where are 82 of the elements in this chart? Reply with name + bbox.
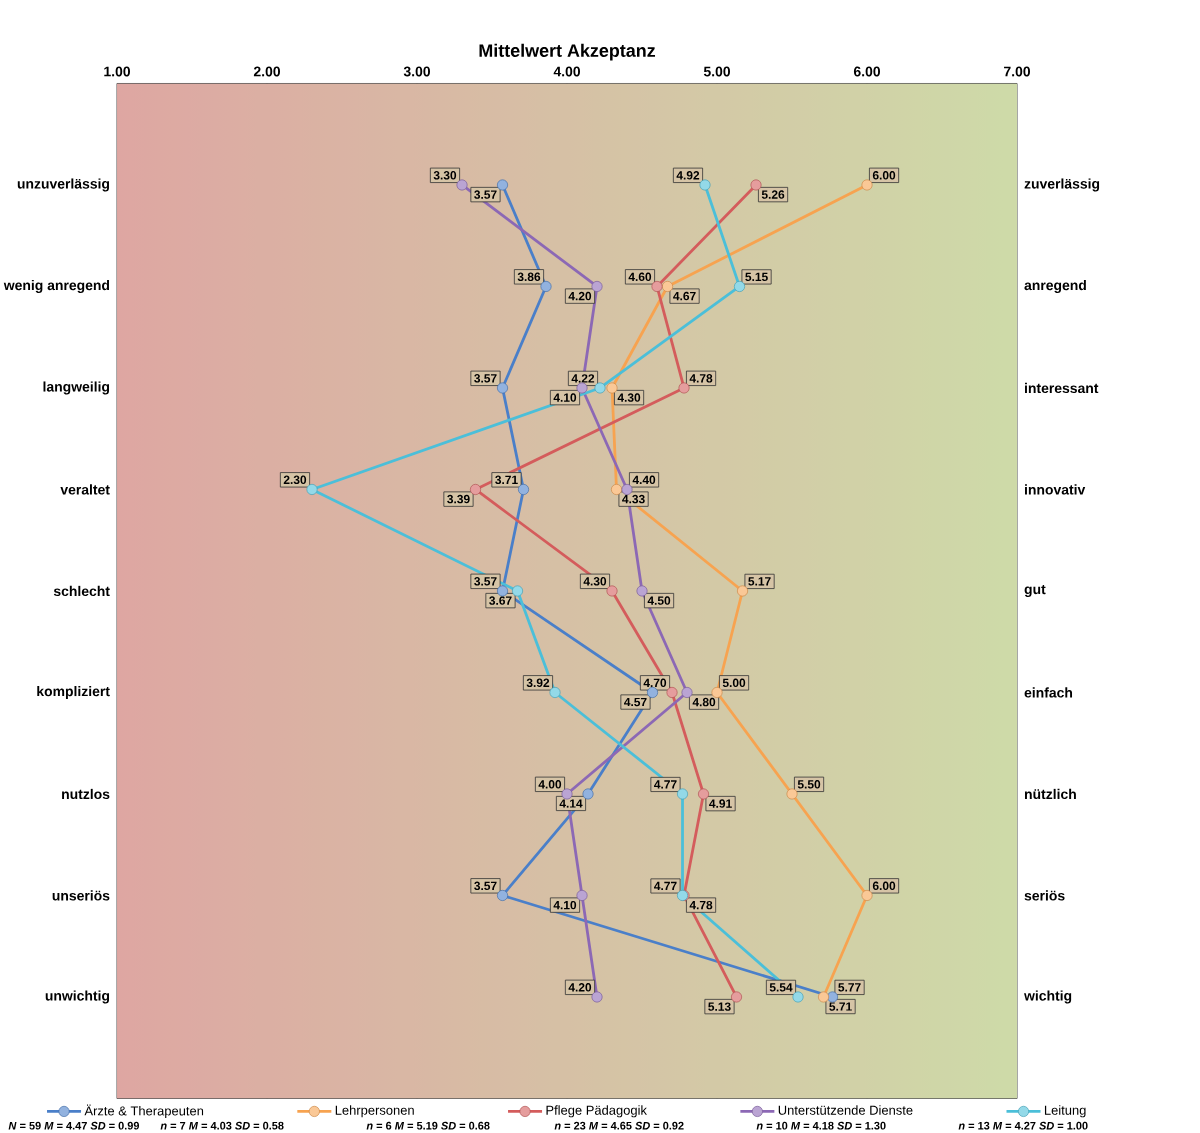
y-tick-label: schlecht [53,585,110,597]
y-tick-label: kompliziert [37,685,110,699]
legend-label: Pflege Pädagogik [546,1105,647,1118]
x-tick-label: 1.00 [104,66,131,77]
data-label: 3.30 [433,171,457,180]
data-label: 4.20 [568,291,592,301]
data-label: 5.50 [797,780,821,789]
data-label: 4.67 [673,291,696,301]
data-label: 4.77 [654,780,677,789]
data-label: 2.30 [283,475,307,485]
data-label: 4.78 [689,900,713,910]
data-label: 4.40 [632,475,656,485]
data-label: 5.54 [769,983,793,992]
x-tick-label: 2.00 [253,66,281,77]
data-label: 4.80 [692,697,716,707]
data-label: 4.30 [617,393,641,402]
data-label: 6.00 [872,171,896,180]
data-label: 3.92 [526,678,550,688]
data-label: 4.10 [553,900,577,910]
data-label: 5.26 [761,190,785,199]
text: N = 59 M = 4.47 SD = 0.99 [8,1121,140,1130]
x-tick-label: 6.00 [853,66,881,77]
y2-tick-label: nützlich [1024,788,1076,800]
legend-label: Lehrpersonen [335,1105,414,1118]
data-label: 4.91 [709,799,732,808]
data-label: 3.67 [489,596,512,605]
y2-tick-label: interessant [1025,382,1099,394]
data-label: 3.71 [495,475,518,485]
x-tick-label: 7.00 [1004,66,1031,77]
text: n = 6 M = 5.19 SD = 0.68 [366,1121,490,1130]
data-label: 4.57 [624,697,647,707]
x-tick-label: 4.00 [553,66,581,77]
text: n = 7 M = 4.03 SD = 0.58 [160,1121,284,1130]
data-label: 4.92 [676,171,700,180]
data-label: 6.00 [872,881,896,891]
y-tick-label: unwichtig [45,990,110,1004]
y2-tick-label: gut [1024,584,1046,598]
text: n = 10 M = 4.18 SD = 1.30 [756,1121,886,1130]
data-label: 4.77 [654,881,677,891]
y-tick-label: veraltet [60,484,110,495]
x-tick-label: 3.00 [403,66,431,77]
data-label: 5.17 [748,577,771,586]
data-label: 3.57 [474,881,497,891]
data-label: 4.33 [622,494,645,504]
legend-label: Leitung [1044,1105,1086,1118]
text: n = 13 M = 4.27 SD = 1.00 [958,1121,1088,1130]
data-label: 4.14 [559,799,583,808]
data-label: 3.57 [474,374,497,383]
data-label: 3.86 [517,272,541,282]
data-label: 4.60 [628,272,652,282]
x-tick-label: 5.00 [703,66,731,77]
y-tick-label: langweilig [43,381,110,395]
data-label: 4.30 [583,577,607,586]
data-label: 4.78 [689,374,713,383]
data-label: 5.15 [745,272,768,282]
data-label: 5.13 [708,1002,731,1011]
y2-tick-label: zuverlässig [1024,178,1100,192]
data-label: 4.50 [647,596,671,605]
legend-label: Ärzte & Therapeuten [84,1104,204,1119]
text: n = 23 M = 4.65 SD = 0.92 [554,1121,684,1130]
data-label: 3.57 [474,577,497,586]
y2-tick-label: seriös [1024,890,1065,901]
data-label: 3.39 [447,494,470,504]
data-label: 4.10 [553,393,577,402]
y-tick-label: nutzlos [62,788,110,800]
data-label: 4.20 [568,983,592,992]
data-label: 5.71 [829,1002,852,1011]
data-label: 3.57 [474,190,497,199]
y2-tick-label: einfach [1024,687,1073,698]
y2-tick-label: innovativ [1025,484,1086,495]
y2-tick-label: anregend [1024,279,1086,294]
chart-title: Mittelwert Akzeptanz [479,43,656,61]
y-tick-label: wenig anregend [3,279,110,294]
data-label: 5.77 [838,983,861,992]
data-label: 5.00 [722,678,746,688]
y2-tick-label: wichtig [1024,990,1072,1004]
legend-label: Unterstützende Dienste [778,1105,913,1115]
data-label: 4.00 [538,780,562,789]
data-label: 4.22 [571,374,595,383]
y-tick-label: unseriös [52,890,110,901]
data-label: 4.70 [643,678,667,688]
y-tick-label: unzuverlässig [17,178,110,192]
